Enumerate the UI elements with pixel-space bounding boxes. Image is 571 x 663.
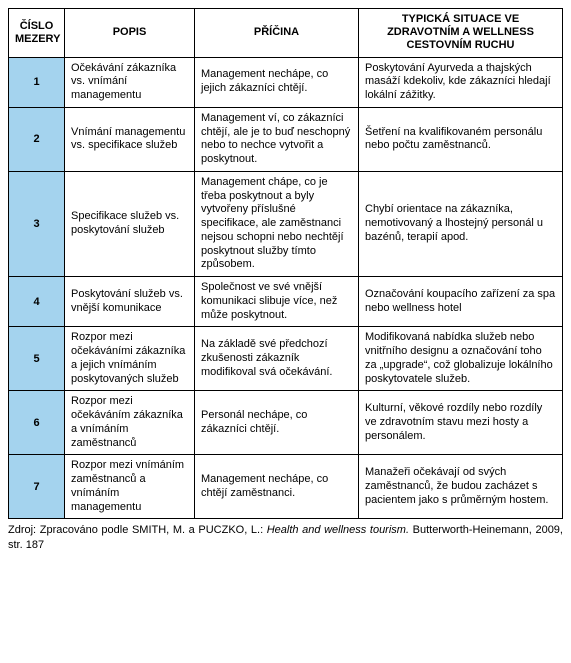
source-citation: Zdroj: Zpracováno podle SMITH, M. a PUCZ… <box>8 523 563 552</box>
table-row: 2Vnímání managementu vs. specifikace slu… <box>9 107 563 171</box>
cell-typ: Manažeři očekávají od svých zaměstnanců,… <box>359 455 563 519</box>
cell-popis: Očekávání zákazníka vs. vnímání manageme… <box>65 57 195 107</box>
cell-typ: Šetření na kvalifikovaném personálu nebo… <box>359 107 563 171</box>
header-num: ČÍSLO MEZERY <box>9 9 65 58</box>
table-row: 1Očekávání zákazníka vs. vnímání managem… <box>9 57 563 107</box>
cell-popis: Rozpor mezi očekáváními zákazníka a jeji… <box>65 327 195 391</box>
cell-num: 6 <box>9 391 65 455</box>
cell-pricina: Na základě své předchozí zkušenosti záka… <box>195 327 359 391</box>
table-row: 5Rozpor mezi očekáváními zákazníka a jej… <box>9 327 563 391</box>
cell-pricina: Společnost ve své vnější komunikaci slib… <box>195 277 359 327</box>
cell-typ: Modifikovaná nabídka služeb nebo vnitřní… <box>359 327 563 391</box>
table-row: 4Poskytování služeb vs. vnější komunikac… <box>9 277 563 327</box>
cell-typ: Chybí orientace na zákazníka, nemotivova… <box>359 171 563 276</box>
header-typ: TYPICKÁ SITUACE VE ZDRAVOTNÍM A WELLNESS… <box>359 9 563 58</box>
cell-typ: Kulturní, věkové rozdíly nebo rozdíly ve… <box>359 391 563 455</box>
source-prefix: Zdroj: Zpracováno podle SMITH, M. a PUCZ… <box>8 524 267 536</box>
cell-pricina: Management chápe, co je třeba poskytnout… <box>195 171 359 276</box>
cell-popis: Poskytování služeb vs. vnější komunikace <box>65 277 195 327</box>
table-row: 6Rozpor mezi očekáváním zákazníka a vním… <box>9 391 563 455</box>
cell-num: 7 <box>9 455 65 519</box>
cell-typ: Označování koupacího zařízení za spa neb… <box>359 277 563 327</box>
cell-num: 3 <box>9 171 65 276</box>
cell-popis: Specifikace služeb vs. poskytování služe… <box>65 171 195 276</box>
cell-pricina: Management nechápe, co jejich zákazníci … <box>195 57 359 107</box>
cell-popis: Rozpor mezi vnímáním zaměstnanců a vnímá… <box>65 455 195 519</box>
table-row: 3Specifikace služeb vs. poskytování služ… <box>9 171 563 276</box>
cell-typ: Poskytování Ayurveda a thajských masáží … <box>359 57 563 107</box>
cell-num: 2 <box>9 107 65 171</box>
cell-num: 5 <box>9 327 65 391</box>
gaps-table: ČÍSLO MEZERY POPIS PŘÍČINA TYPICKÁ SITUA… <box>8 8 563 519</box>
cell-popis: Rozpor mezi očekáváním zákazníka a vnímá… <box>65 391 195 455</box>
cell-pricina: Management nechápe, co chtějí zaměstnanc… <box>195 455 359 519</box>
cell-pricina: Management ví, co zákazníci chtějí, ale … <box>195 107 359 171</box>
header-popis: POPIS <box>65 9 195 58</box>
header-pricina: PŘÍČINA <box>195 9 359 58</box>
cell-num: 1 <box>9 57 65 107</box>
table-row: 7Rozpor mezi vnímáním zaměstnanců a vním… <box>9 455 563 519</box>
source-title: Health and wellness tourism. <box>267 524 409 536</box>
cell-num: 4 <box>9 277 65 327</box>
cell-popis: Vnímání managementu vs. specifikace služ… <box>65 107 195 171</box>
cell-pricina: Personál nechápe, co zákazníci chtějí. <box>195 391 359 455</box>
